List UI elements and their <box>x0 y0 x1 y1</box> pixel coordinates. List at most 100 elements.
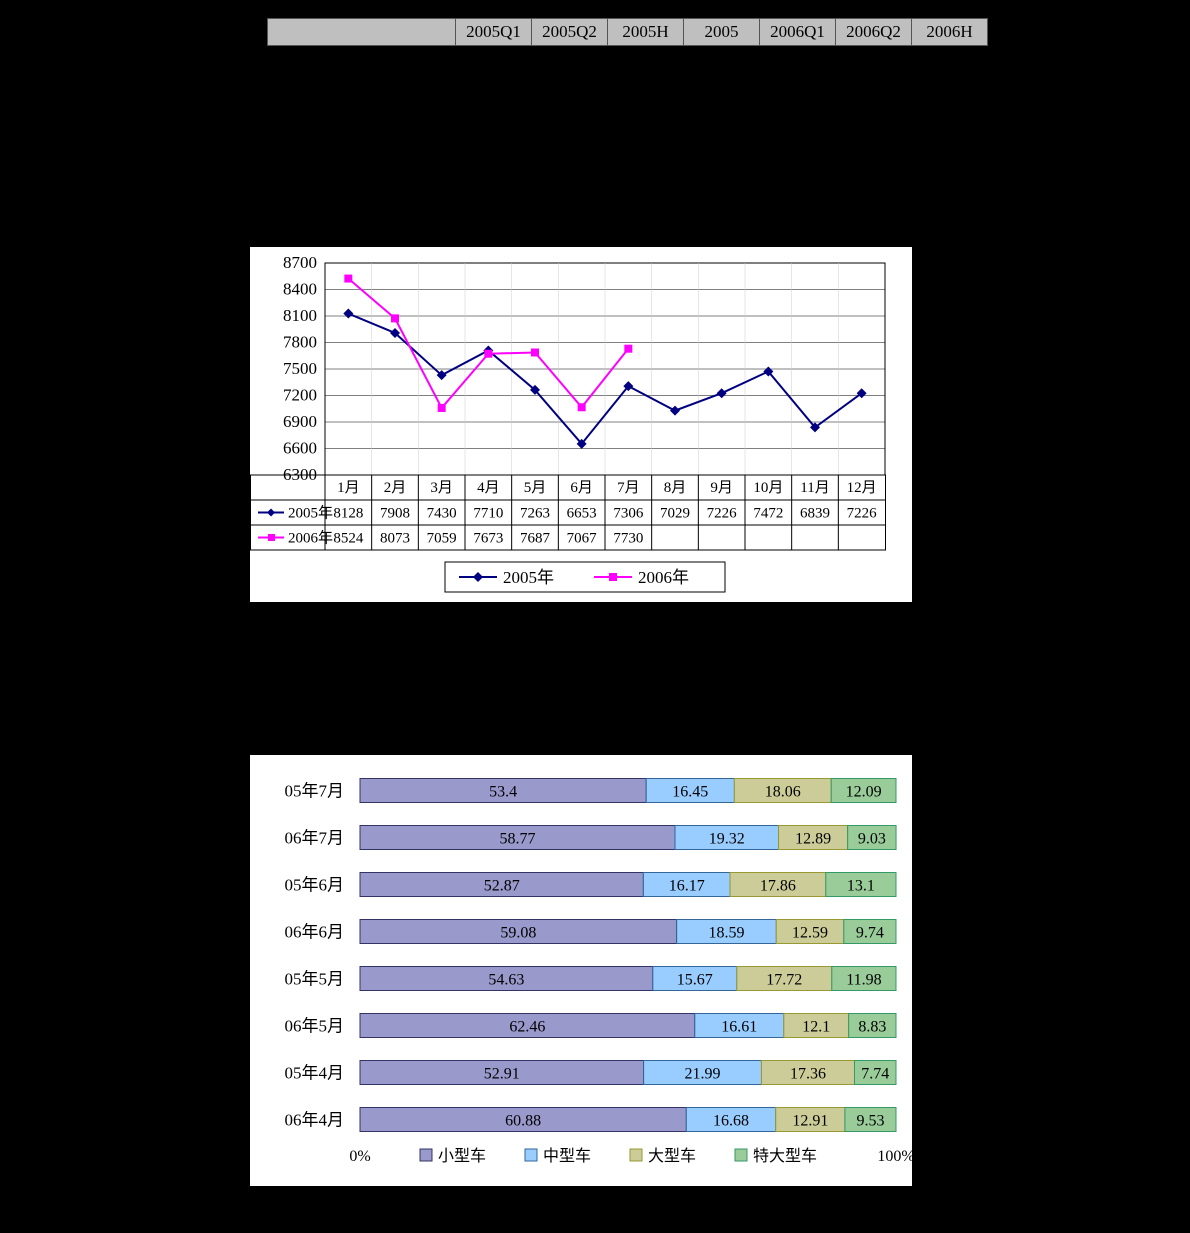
svg-text:7月: 7月 <box>617 480 640 496</box>
svg-text:2005年: 2005年 <box>288 505 333 522</box>
svg-text:06年5月: 06年5月 <box>285 1017 345 1036</box>
svg-text:6839: 6839 <box>800 506 830 522</box>
svg-text:大型车: 大型车 <box>648 1147 696 1165</box>
svg-text:17.72: 17.72 <box>766 972 802 989</box>
svg-text:05年5月: 05年5月 <box>285 970 345 989</box>
svg-text:62.46: 62.46 <box>509 1019 545 1036</box>
svg-text:52.87: 52.87 <box>484 878 520 895</box>
period-col-4: 2005 <box>684 19 760 46</box>
svg-text:7908: 7908 <box>380 506 410 522</box>
svg-text:7200: 7200 <box>283 386 317 405</box>
svg-text:16.68: 16.68 <box>713 1113 749 1130</box>
svg-text:100%: 100% <box>877 1148 912 1165</box>
svg-text:13.1: 13.1 <box>847 878 875 895</box>
svg-text:7.74: 7.74 <box>861 1066 889 1083</box>
svg-text:17.36: 17.36 <box>790 1066 826 1083</box>
svg-text:8400: 8400 <box>283 280 317 299</box>
period-col-1: 2005Q1 <box>456 19 532 46</box>
svg-text:6900: 6900 <box>283 412 317 431</box>
svg-text:9月: 9月 <box>710 480 733 496</box>
svg-text:18.59: 18.59 <box>708 925 744 942</box>
svg-text:9.53: 9.53 <box>856 1113 884 1130</box>
svg-text:05年4月: 05年4月 <box>285 1064 345 1083</box>
svg-text:7059: 7059 <box>427 531 457 547</box>
svg-text:1月: 1月 <box>337 480 360 496</box>
line-chart: 6300660069007200750078008100840087001月2月… <box>250 247 912 602</box>
svg-text:12月: 12月 <box>847 480 877 496</box>
svg-text:2月: 2月 <box>384 480 407 496</box>
svg-text:7673: 7673 <box>473 531 503 547</box>
svg-text:17.86: 17.86 <box>760 878 796 895</box>
svg-text:12.09: 12.09 <box>846 784 882 801</box>
svg-text:8073: 8073 <box>380 531 410 547</box>
svg-text:06年4月: 06年4月 <box>285 1111 345 1130</box>
svg-text:7226: 7226 <box>847 506 878 522</box>
period-col-3: 2005H <box>608 19 684 46</box>
svg-text:06年7月: 06年7月 <box>285 829 345 848</box>
svg-text:53.4: 53.4 <box>489 784 517 801</box>
svg-text:9.74: 9.74 <box>856 925 884 942</box>
svg-text:7226: 7226 <box>707 506 738 522</box>
svg-text:7800: 7800 <box>283 333 317 352</box>
svg-text:15.67: 15.67 <box>677 972 713 989</box>
svg-text:12.89: 12.89 <box>795 831 831 848</box>
svg-text:05年6月: 05年6月 <box>285 876 345 895</box>
svg-text:12.1: 12.1 <box>802 1019 830 1036</box>
svg-text:54.63: 54.63 <box>488 972 524 989</box>
svg-text:9.03: 9.03 <box>858 831 886 848</box>
svg-text:2006年: 2006年 <box>638 568 689 587</box>
line-chart-svg: 6300660069007200750078008100840087001月2月… <box>250 247 912 602</box>
svg-text:2006年: 2006年 <box>288 530 333 547</box>
svg-text:特大型车: 特大型车 <box>753 1147 817 1165</box>
svg-text:58.77: 58.77 <box>500 831 536 848</box>
period-col-0 <box>268 19 456 46</box>
svg-text:7710: 7710 <box>473 506 503 522</box>
svg-text:8.83: 8.83 <box>858 1019 886 1036</box>
period-col-2: 2005Q2 <box>532 19 608 46</box>
svg-text:11月: 11月 <box>800 480 829 496</box>
svg-text:8700: 8700 <box>283 253 317 272</box>
svg-text:59.08: 59.08 <box>500 925 536 942</box>
svg-text:8100: 8100 <box>283 306 317 325</box>
svg-text:12.91: 12.91 <box>792 1113 828 1130</box>
svg-text:2005年: 2005年 <box>503 568 554 587</box>
svg-text:18.06: 18.06 <box>765 784 801 801</box>
svg-text:60.88: 60.88 <box>505 1113 541 1130</box>
stacked-bar-chart: 05年7月 53.4 16.45 18.06 12.09 06年7月 58.77 19.32 1… <box>250 755 912 1186</box>
svg-text:6653: 6653 <box>567 506 597 522</box>
svg-text:6月: 6月 <box>570 480 593 496</box>
period-col-6: 2006Q2 <box>836 19 912 46</box>
period-header-table: 2005Q12005Q22005H20052006Q12006Q22006H <box>267 18 988 46</box>
svg-text:4月: 4月 <box>477 480 500 496</box>
period-col-7: 2006H <box>912 19 988 46</box>
svg-text:16.61: 16.61 <box>721 1019 757 1036</box>
svg-text:16.17: 16.17 <box>669 878 705 895</box>
svg-text:21.99: 21.99 <box>685 1066 721 1083</box>
svg-text:06年6月: 06年6月 <box>285 923 345 942</box>
svg-text:12.59: 12.59 <box>792 925 828 942</box>
svg-text:16.45: 16.45 <box>672 784 708 801</box>
svg-text:7730: 7730 <box>613 531 643 547</box>
svg-text:中型车: 中型车 <box>543 1147 591 1165</box>
svg-text:6600: 6600 <box>283 439 317 458</box>
svg-text:5月: 5月 <box>524 480 547 496</box>
svg-text:8128: 8128 <box>333 506 363 522</box>
svg-text:10月: 10月 <box>753 480 783 496</box>
svg-text:小型车: 小型车 <box>438 1147 486 1165</box>
svg-text:7430: 7430 <box>427 506 457 522</box>
svg-text:52.91: 52.91 <box>484 1066 520 1083</box>
svg-text:0%: 0% <box>349 1148 370 1165</box>
stacked-bar-svg: 05年7月 53.4 16.45 18.06 12.09 06年7月 58.77 19.32 1… <box>250 755 912 1186</box>
svg-text:7306: 7306 <box>613 506 644 522</box>
svg-text:19.32: 19.32 <box>709 831 745 848</box>
svg-text:8月: 8月 <box>664 480 687 496</box>
svg-text:3月: 3月 <box>430 480 453 496</box>
svg-text:7500: 7500 <box>283 359 317 378</box>
svg-text:7029: 7029 <box>660 506 690 522</box>
svg-text:05年7月: 05年7月 <box>285 782 345 801</box>
period-col-5: 2006Q1 <box>760 19 836 46</box>
svg-text:7472: 7472 <box>753 506 783 522</box>
svg-text:7687: 7687 <box>520 531 551 547</box>
svg-text:7263: 7263 <box>520 506 550 522</box>
svg-text:11.98: 11.98 <box>846 972 881 989</box>
